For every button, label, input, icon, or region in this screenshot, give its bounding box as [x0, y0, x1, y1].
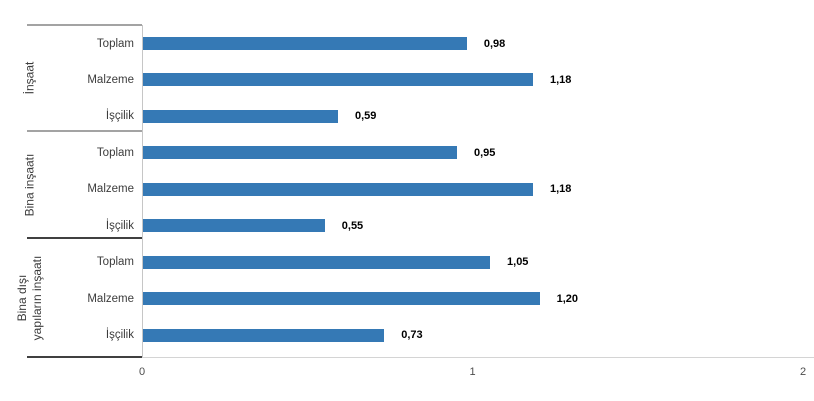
bar-value-label: 0,73: [401, 329, 423, 342]
bar: [143, 146, 457, 160]
bar: [143, 292, 540, 306]
bar: [143, 109, 338, 123]
row-label: Toplam: [96, 37, 134, 50]
row-label: Malzeme: [87, 73, 134, 86]
row-label: İşçilik: [105, 110, 134, 123]
bar: [143, 219, 325, 233]
category-axis-line: [142, 25, 143, 357]
bar: [143, 182, 533, 196]
group-separator-line: [27, 130, 142, 132]
group-separator-line: [27, 356, 142, 358]
row-label: Toplam: [96, 256, 134, 269]
bar: [143, 73, 533, 87]
bar-value-label: 1,20: [556, 292, 579, 305]
x-axis-tick-label: 1: [469, 366, 476, 378]
x-axis-baseline: [142, 356, 814, 358]
bar: [143, 255, 491, 269]
bar-value-label: 1,18: [549, 183, 572, 196]
bar-value-label: 1,05: [507, 256, 529, 269]
row-label: Malzeme: [87, 292, 134, 305]
bar-value-label: 0,59: [354, 110, 377, 123]
x-axis-tick-label: 0: [138, 366, 146, 378]
row-label: İşçilik: [105, 219, 134, 232]
bar: [143, 37, 467, 50]
bar-value-label: 1,18: [549, 73, 572, 86]
bar-value-label: 0,95: [473, 146, 496, 159]
row-label: Toplam: [96, 146, 134, 159]
bar: [143, 328, 385, 342]
bar-value-label: 0,55: [341, 219, 364, 232]
bar-value-label: 0,98: [483, 37, 506, 50]
row-label: Malzeme: [87, 183, 134, 196]
x-axis-tick-label: 2: [799, 366, 807, 378]
group-separator-line: [27, 24, 142, 26]
group-separator-line: [27, 237, 142, 239]
row-label: İşçilik: [105, 329, 134, 342]
